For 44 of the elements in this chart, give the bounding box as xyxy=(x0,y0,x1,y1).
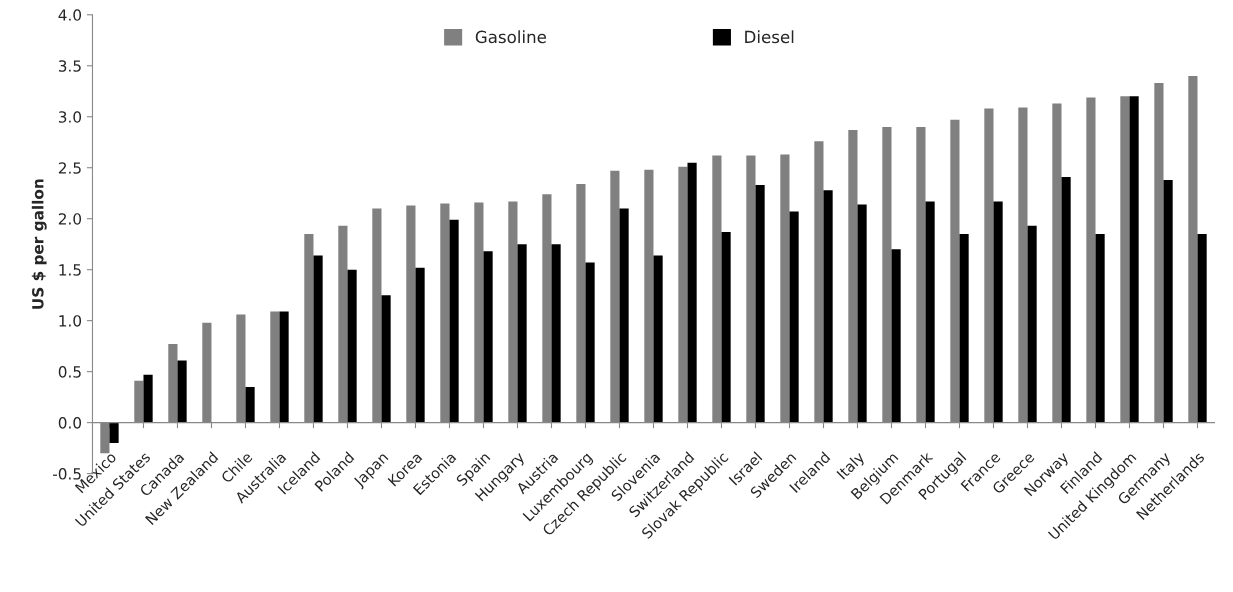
bar xyxy=(415,267,425,423)
y-tick-label: 0.0 xyxy=(58,417,82,429)
bar xyxy=(823,190,833,423)
y-tick-label: 3.5 xyxy=(58,60,81,72)
y-tick-label: 1.0 xyxy=(59,315,82,327)
y-tick-label: 2.5 xyxy=(58,162,81,174)
bar xyxy=(109,422,119,444)
bar xyxy=(993,201,1003,423)
legend-label: Gasoline xyxy=(475,30,547,44)
bar xyxy=(959,234,969,423)
bar xyxy=(789,211,799,423)
bar xyxy=(313,255,323,423)
y-axis-title: US $ per gallon xyxy=(31,179,47,309)
bar xyxy=(517,244,527,423)
bar xyxy=(1027,225,1037,423)
y-tick-label: 1.5 xyxy=(59,264,81,276)
bar xyxy=(1163,179,1173,423)
bar xyxy=(653,255,663,423)
bar xyxy=(551,244,561,423)
y-tick-label: 0.5 xyxy=(58,366,81,378)
legend-label: Diesel xyxy=(745,30,794,44)
bar xyxy=(1197,234,1207,423)
bar xyxy=(381,295,391,423)
bar xyxy=(619,208,629,423)
bar xyxy=(279,311,289,423)
y-tick-label: 3.0 xyxy=(58,111,82,123)
bar xyxy=(755,185,765,423)
bar xyxy=(925,201,935,423)
bar xyxy=(347,269,357,423)
bar xyxy=(245,386,255,423)
bar xyxy=(891,249,901,423)
bar xyxy=(1129,96,1139,423)
bar xyxy=(1061,176,1071,423)
bar xyxy=(483,251,493,423)
bar xyxy=(687,162,697,423)
bar xyxy=(143,374,153,423)
bar xyxy=(721,231,731,423)
bar xyxy=(585,262,595,423)
bar xyxy=(449,219,459,423)
y-tick-label: 2.0 xyxy=(58,213,82,225)
bar xyxy=(857,204,867,423)
bar xyxy=(1095,234,1105,423)
bar xyxy=(177,360,187,423)
y-tick-label: 4.0 xyxy=(58,9,82,21)
